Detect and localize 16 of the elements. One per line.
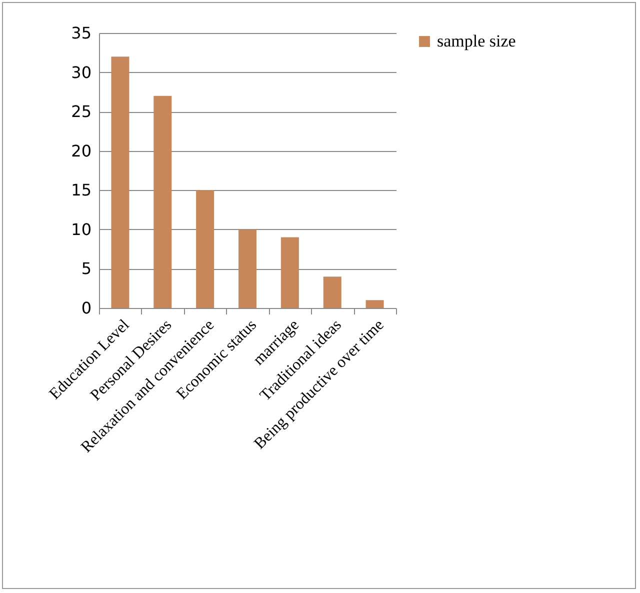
y-tick-label: 15 — [71, 180, 92, 200]
y-tick-label: 10 — [71, 220, 92, 239]
y-tick-label: 5 — [81, 259, 92, 278]
bar — [366, 300, 384, 308]
bar — [196, 190, 214, 308]
bar — [154, 96, 172, 308]
y-tick-label: 30 — [71, 62, 92, 82]
bar — [323, 276, 342, 308]
bar — [280, 237, 299, 308]
bar — [111, 56, 130, 308]
bar — [238, 229, 256, 308]
y-tick-label: 35 — [71, 24, 92, 42]
y-tick-label: 20 — [71, 141, 92, 160]
legend-label: sample size — [437, 32, 516, 50]
y-tick-label: 25 — [71, 102, 92, 122]
y-tick-label: 0 — [81, 298, 92, 318]
